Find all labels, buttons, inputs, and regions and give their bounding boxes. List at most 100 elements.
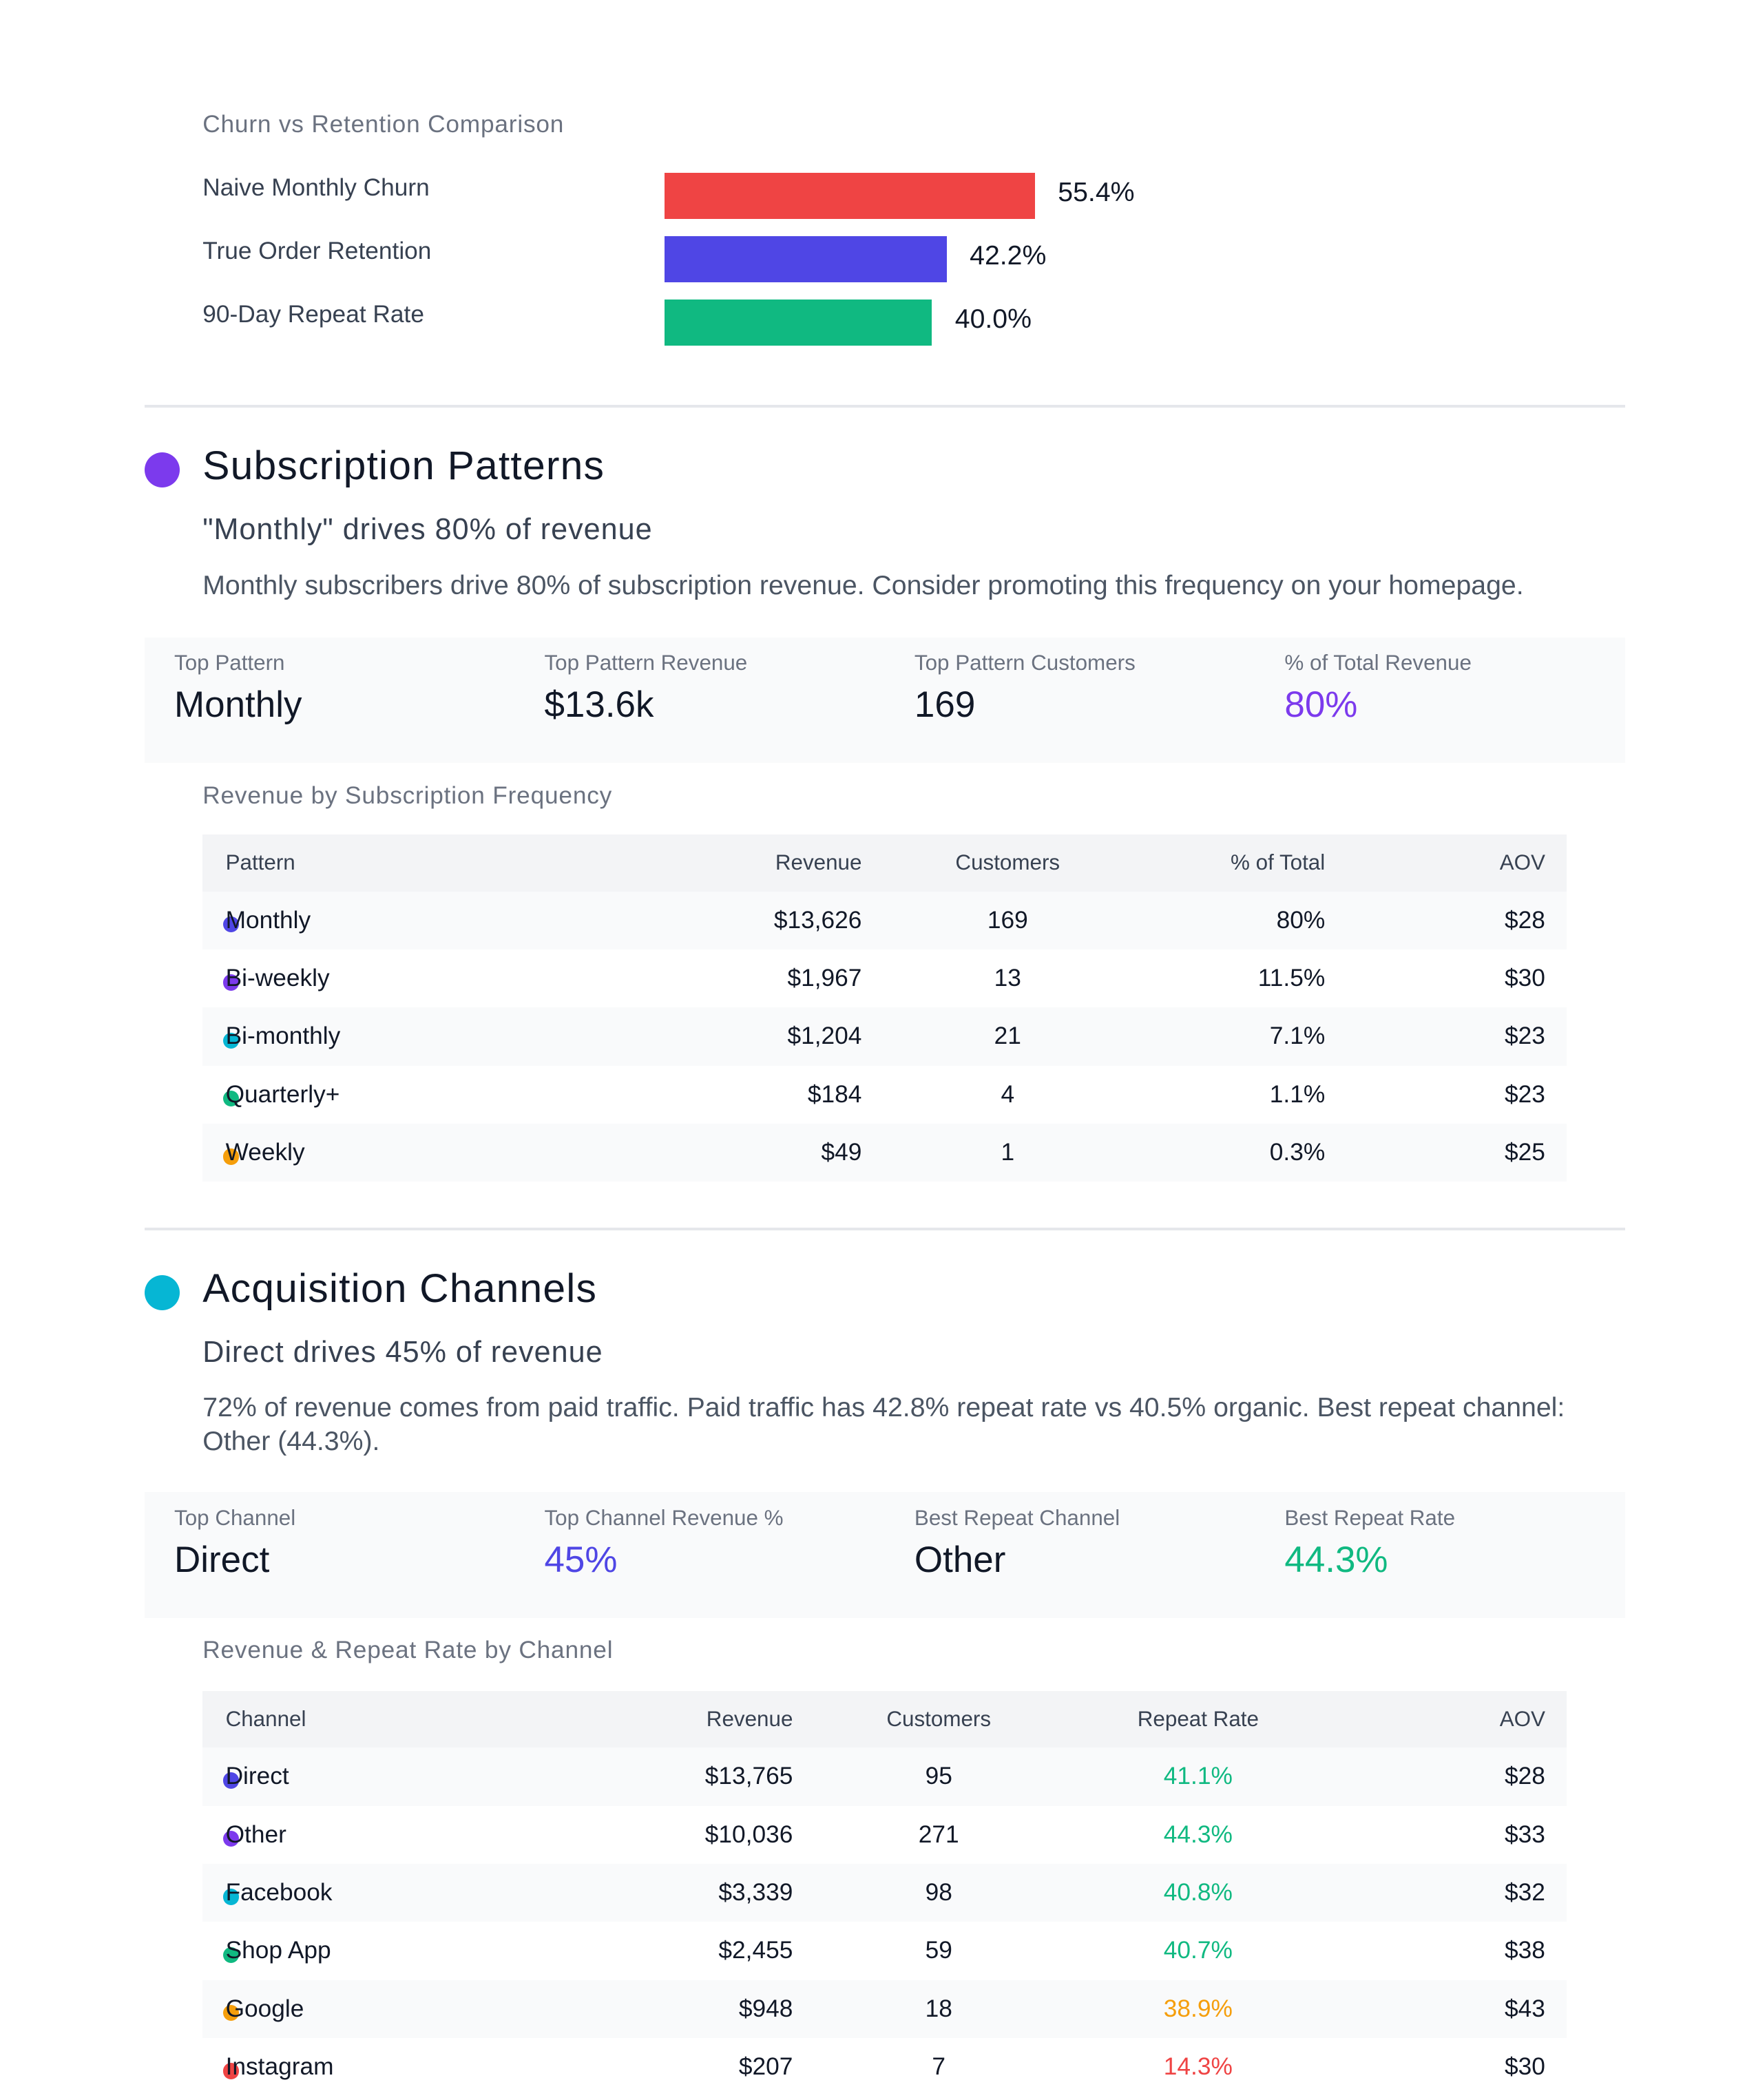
kpi-card: Top Pattern Monthly: [174, 651, 302, 726]
cell-name: Other: [225, 1820, 286, 1848]
bar-value-label: 40.0%: [954, 304, 1032, 335]
section-subtitle: Direct drives 45% of revenue: [202, 1335, 603, 1369]
legend-dot-icon: [222, 1090, 240, 1107]
table-title: Revenue & Repeat Rate by Channel: [202, 1637, 614, 1664]
table-row: Google $948 18 38.9% $43: [202, 1980, 1567, 2038]
table-header: Pattern Revenue Customers% of Total AOV: [202, 834, 1567, 892]
column-header: Pattern: [225, 850, 295, 875]
cell-aov: $33: [1505, 1820, 1545, 1848]
divider: [144, 1228, 1625, 1230]
table-row: Other $10,036 271 44.3% $33: [202, 1806, 1567, 1864]
bar-label: Naive Monthly Churn: [202, 174, 430, 202]
legend-dot-icon: [222, 1889, 240, 1905]
bar: [665, 173, 1035, 219]
cell-pct: 11.5%: [1257, 965, 1326, 992]
table-body: Monthly $13,626 169 80% $28 Bi-weekly $1,967 13…: [202, 891, 1567, 1182]
cell-name: Bi-monthly: [225, 1022, 341, 1050]
section-description: Monthly subscribers drive 80% of subscri…: [202, 569, 1524, 600]
cell-name: Quarterly+: [225, 1080, 340, 1108]
kpi-label: Top Pattern Customers: [914, 651, 1136, 675]
cell-name: Weekly: [225, 1139, 305, 1166]
kpi-card: Top Channel Direct: [174, 1506, 295, 1581]
section-title: Acquisition Channels: [202, 1266, 598, 1311]
section-title: Subscription Patterns: [202, 443, 605, 489]
kpi-panel: Top Pattern Monthly Top Pattern Revenue $13…: [144, 637, 1625, 764]
bar-value-label: 42.2%: [970, 240, 1047, 271]
column-header: AOV: [1499, 850, 1545, 875]
kpi-card: Top Pattern Revenue $13.6k: [544, 651, 747, 726]
cell-revenue: $1,967: [787, 965, 862, 992]
kpi-panel: Top Channel Direct Top Channel Revenue % 45…: [144, 1492, 1625, 1618]
legend-dot-icon: [222, 1772, 240, 1789]
kpi-value: Monthly: [174, 684, 302, 726]
kpi-card: Best Repeat Rate 44.3%: [1284, 1506, 1455, 1581]
table-row: Bi-monthly $1,204 21 7.1% $23: [202, 1007, 1567, 1066]
table-header: Channel Revenue Customers Repeat Rate AOV: [202, 1690, 1567, 1748]
legend-dot-icon: [222, 916, 240, 933]
kpi-value: 169: [914, 684, 976, 726]
column-header: % of Total: [1231, 850, 1326, 875]
section-description: 72% of revenue comes from paid traffic. …: [202, 1392, 1565, 1457]
cell-aov: $23: [1505, 1080, 1545, 1108]
legend-dot-icon: [222, 1032, 240, 1049]
kpi-label: Best Repeat Channel: [914, 1506, 1120, 1531]
column-header: AOV: [1499, 1706, 1545, 1731]
section-dot-icon: [144, 1274, 180, 1310]
legend-dot-icon: [222, 1830, 240, 1847]
cell-aov: $43: [1505, 1995, 1545, 2022]
kpi-value: Direct: [174, 1539, 270, 1580]
kpi-card: Top Pattern Customers 169: [914, 651, 1136, 726]
chart-title: Churn vs Retention Comparison: [202, 110, 565, 138]
table-title: Revenue by Subscription Frequency: [202, 781, 613, 809]
bar-label: True Order Retention: [202, 238, 432, 265]
kpi-value: 44.3%: [1284, 1539, 1388, 1580]
legend-dot-icon: [222, 1946, 240, 1964]
cell-aov: $28: [1505, 906, 1545, 934]
table-body: Direct $13,765 95 41.1% $28 Other $10,036 271 44…: [202, 1747, 1567, 2096]
cell-name: Bi-weekly: [225, 965, 330, 992]
cell-name: Google: [225, 1995, 304, 2022]
kpi-card: Top Channel Revenue % 45%: [544, 1506, 783, 1581]
kpi-label: Top Pattern Revenue: [544, 651, 748, 675]
cell-aov: $28: [1505, 1763, 1545, 1790]
cell-revenue: $207: [738, 2053, 793, 2081]
legend-dot-icon: [222, 2063, 240, 2079]
cell-revenue: $49: [821, 1139, 862, 1166]
kpi-value: 45%: [544, 1539, 618, 1580]
kpi-value: $13.6k: [544, 684, 654, 726]
kpi-label: Top Pattern: [174, 651, 285, 675]
column-header: Revenue: [706, 1706, 793, 1731]
table-row: Weekly $49 1 0.3% $25: [202, 1123, 1567, 1182]
legend-dot-icon: [222, 2004, 240, 2022]
kpi-card: % of Total Revenue 80%: [1284, 651, 1472, 726]
cell-pct: 1.1%: [1269, 1080, 1326, 1108]
cell-revenue: $948: [738, 1995, 793, 2022]
kpi-label: Best Repeat Rate: [1284, 1506, 1456, 1531]
subscription-table: Pattern Revenue Customers% of Total AOV Mont…: [202, 834, 1567, 1182]
legend-dot-icon: [222, 974, 240, 991]
cell-pct: 0.3%: [1269, 1139, 1326, 1166]
cell-name: Instagram: [225, 2053, 334, 2081]
cell-revenue: $2,455: [718, 1937, 793, 1964]
cell-revenue: $3,339: [718, 1879, 793, 1907]
divider: [144, 405, 1625, 408]
kpi-value: Other: [914, 1539, 1006, 1580]
kpi-label: % of Total Revenue: [1284, 651, 1472, 675]
cell-aov: $32: [1505, 1879, 1545, 1907]
table-row: Bi-weekly $1,967 13 11.5% $30: [202, 949, 1567, 1007]
cell-aov: $38: [1505, 1937, 1545, 1964]
cell-name: Monthly: [225, 906, 311, 934]
bar: [665, 236, 947, 282]
cell-revenue: $184: [807, 1080, 862, 1108]
kpi-label: Top Channel Revenue %: [544, 1506, 784, 1531]
table-row: Facebook $3,339 98 40.8% $32: [202, 1863, 1567, 1922]
kpi-card: Best Repeat Channel Other: [914, 1506, 1120, 1581]
section-dot-icon: [144, 452, 180, 488]
cell-revenue: $13,765: [704, 1763, 793, 1790]
cell-revenue: $1,204: [787, 1022, 862, 1050]
table-row: Instagram $207 7 14.3% $30: [202, 2038, 1567, 2096]
table-row: Monthly $13,626 169 80% $28: [202, 891, 1567, 949]
kpi-value: 80%: [1284, 684, 1358, 726]
cell-pct: 80%: [1276, 906, 1326, 934]
